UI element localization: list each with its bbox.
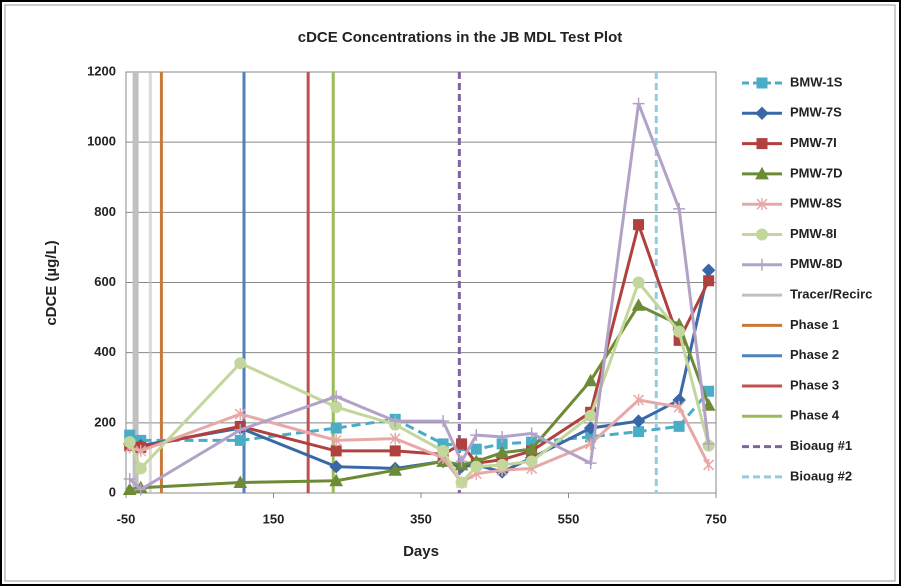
x-tick-label: 350 xyxy=(410,511,432,526)
legend-label: PMW-7S xyxy=(790,105,842,120)
y-axis-label: cDCE (µg/L) xyxy=(43,240,60,325)
marker xyxy=(673,325,686,338)
x-tick-label: 550 xyxy=(558,511,580,526)
legend-label: Phase 4 xyxy=(790,408,840,423)
legend-label: PMW-8I xyxy=(790,226,837,241)
marker xyxy=(329,459,343,474)
y-tick-label: 800 xyxy=(94,204,116,219)
x-axis-label: Days xyxy=(403,543,439,560)
marker xyxy=(631,414,646,428)
marker xyxy=(756,258,768,271)
marker xyxy=(673,401,685,414)
marker xyxy=(755,166,769,180)
series-line xyxy=(129,269,711,474)
marker xyxy=(701,398,716,411)
y-tick-label: 0 xyxy=(109,484,116,499)
marker xyxy=(756,77,768,89)
marker xyxy=(233,475,248,488)
legend-label: Bioaug #1 xyxy=(790,438,852,453)
legend-label: PMW-8D xyxy=(790,256,842,271)
x-tick-label: 150 xyxy=(263,511,285,526)
series-line xyxy=(129,303,711,491)
marker xyxy=(673,202,686,215)
marker xyxy=(456,438,468,450)
marker xyxy=(330,445,342,457)
marker xyxy=(632,97,645,110)
legend-label: BMW-1S xyxy=(790,74,843,89)
legend-label: Phase 3 xyxy=(790,377,839,392)
marker xyxy=(234,357,247,370)
marker xyxy=(755,106,769,121)
x-tick-label: -50 xyxy=(117,511,136,526)
marker xyxy=(329,473,344,487)
marker xyxy=(122,482,137,495)
marker xyxy=(234,408,246,421)
marker xyxy=(702,437,715,450)
marker xyxy=(756,228,768,241)
marker xyxy=(470,460,483,473)
marker xyxy=(525,427,538,440)
marker xyxy=(388,463,403,476)
marker xyxy=(389,415,402,428)
y-tick-label: 400 xyxy=(94,344,116,359)
marker xyxy=(496,458,509,471)
legend-label: Bioaug #2 xyxy=(790,468,852,483)
marker xyxy=(584,457,597,470)
marker xyxy=(123,472,136,485)
marker xyxy=(756,198,768,211)
marker xyxy=(123,436,136,449)
series-line xyxy=(128,103,711,492)
marker xyxy=(703,458,715,471)
y-tick-label: 1200 xyxy=(87,63,116,78)
chart-border xyxy=(4,4,896,582)
x-tick-label: 750 xyxy=(705,511,727,526)
marker xyxy=(330,434,342,447)
marker xyxy=(330,422,342,434)
series-line xyxy=(129,390,710,451)
marker xyxy=(234,423,247,436)
marker xyxy=(524,442,539,455)
marker xyxy=(437,415,450,428)
y-tick-label: 1000 xyxy=(87,134,116,149)
marker xyxy=(631,298,646,311)
y-tick-label: 200 xyxy=(94,414,116,429)
marker xyxy=(584,409,597,422)
legend-label: Tracer/Recirc xyxy=(790,287,872,302)
marker xyxy=(135,444,147,457)
marker xyxy=(470,429,483,442)
marker xyxy=(525,455,538,468)
series-line xyxy=(128,279,711,485)
marker xyxy=(437,444,450,457)
marker xyxy=(495,445,509,459)
marker xyxy=(633,394,645,407)
marker xyxy=(633,219,645,231)
series-line xyxy=(129,398,710,485)
legend-label: Phase 1 xyxy=(790,317,839,332)
marker xyxy=(330,401,343,414)
marker xyxy=(389,432,401,445)
chart-title: cDCE Concentrations in the JB MDL Test P… xyxy=(298,29,622,46)
marker xyxy=(673,420,685,432)
series-line xyxy=(129,219,710,465)
marker xyxy=(455,455,468,468)
legend-label: PMW-7D xyxy=(790,165,842,180)
marker xyxy=(134,483,147,496)
marker xyxy=(496,430,509,443)
marker xyxy=(470,443,482,455)
marker xyxy=(330,390,343,403)
marker xyxy=(389,445,401,457)
marker xyxy=(632,276,645,289)
marker xyxy=(756,138,768,150)
marker xyxy=(134,462,147,475)
marker xyxy=(234,434,246,446)
y-tick-label: 600 xyxy=(94,274,116,289)
legend-label: PMW-8S xyxy=(790,196,842,211)
marker xyxy=(455,476,468,489)
legend-label: PMW-7I xyxy=(790,135,837,150)
marker xyxy=(703,275,715,287)
marker xyxy=(633,426,645,438)
marker xyxy=(583,373,598,387)
legend-label: Phase 2 xyxy=(790,347,839,362)
